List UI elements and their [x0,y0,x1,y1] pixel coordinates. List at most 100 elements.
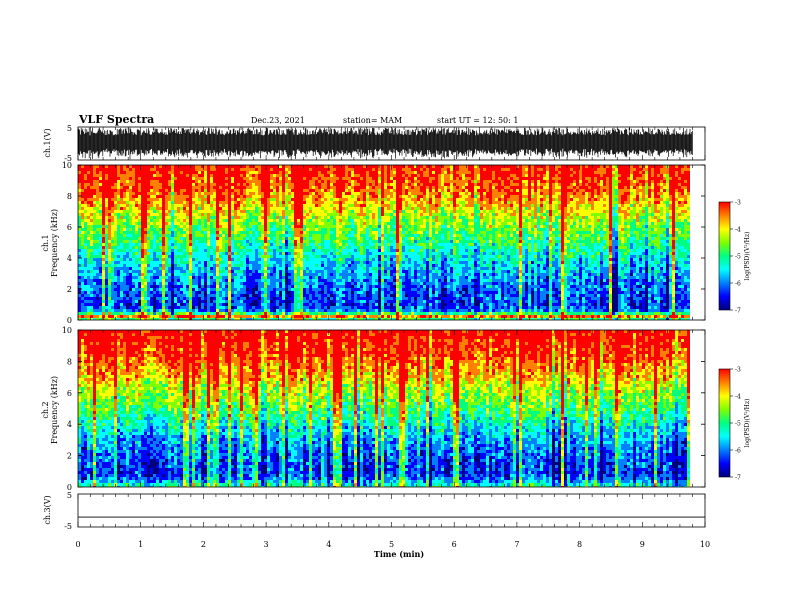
spectrogram-cell [171,237,174,240]
spectrogram-cell [276,213,279,216]
spectrogram-cell [492,177,495,180]
spectrogram-cell [426,231,429,234]
spectrogram-cell [138,180,141,183]
spectrogram-cell [669,180,672,183]
spectrogram-cell [573,195,576,198]
spectrogram-cell [195,207,198,210]
spectrogram-cell [126,192,129,195]
spectrogram-cell [453,234,456,237]
spectrogram-cell [135,228,138,231]
spectrogram-cell [504,207,507,210]
spectrogram-cell [393,192,396,195]
spectrogram-cell [150,177,153,180]
spectrogram-cell [399,165,402,168]
spectrogram-cell [258,192,261,195]
spectrogram-cell [522,183,525,186]
spectrogram-cell [330,201,333,204]
spectrogram-cell [303,186,306,189]
spectrogram-cell [570,216,573,219]
spectrogram-cell [450,186,453,189]
spectrogram-cell [459,210,462,213]
spectrogram-cell [414,213,417,216]
spectrogram-cell [303,234,306,237]
spectrogram-cell [624,204,627,207]
spectrogram-cell [195,201,198,204]
spectrogram-cell [87,177,90,180]
spectrogram-cell [192,231,195,234]
spectrogram-cell [432,222,435,225]
spectrogram-cell [537,168,540,171]
spectrogram-cell [147,168,150,171]
spectrogram-cell [291,165,294,168]
spectrogram-cell [609,180,612,183]
spectrogram-cell [165,186,168,189]
spectrogram-cell [453,210,456,213]
spectrogram-cell [189,237,192,240]
spectrogram-cell [96,192,99,195]
spectrogram-cell [375,183,378,186]
spectrogram-cell [564,204,567,207]
spectrogram-cell [657,165,660,168]
spectrogram-cell [87,183,90,186]
spectrogram-cell [627,189,630,192]
spectrogram-cell [237,231,240,234]
spectrogram-cell [144,195,147,198]
spectrogram-cell [516,219,519,222]
spectrogram-cell [465,216,468,219]
spectrogram-cell [192,204,195,207]
spectrogram-cell [204,168,207,171]
spectrogram-cell [309,192,312,195]
spectrogram-cell [483,198,486,201]
spectrogram-cell [687,219,690,222]
spectrogram-cell [630,165,633,168]
spectrogram-cell [429,168,432,171]
spectrogram-cell [453,219,456,222]
spectrogram-cell [534,207,537,210]
spectrogram-cell [429,231,432,234]
spectrogram-cell [375,213,378,216]
spectrogram-cell [114,210,117,213]
spectrogram-cell [609,165,612,168]
spectrogram-cell [411,210,414,213]
spectrogram-cell [246,228,249,231]
spectrogram-cell [210,231,213,234]
spectrogram-cell [294,216,297,219]
spectrogram-cell [651,168,654,171]
spectrogram-cell [132,189,135,192]
spectrogram-cell [189,234,192,237]
spectrogram-cell [684,219,687,222]
spectrogram-cell [423,210,426,213]
spectrogram-cell [450,222,453,225]
spectrogram-cell [129,180,132,183]
spectrogram-cell [390,171,393,174]
spectrogram-cell [516,207,519,210]
spectrogram-cell [90,210,93,213]
spectrogram-cell [252,210,255,213]
spectrogram-cell [294,174,297,177]
spectrogram-cell [348,192,351,195]
spectrogram-cell [585,228,588,231]
spectrogram-cell [507,174,510,177]
spectrogram-cell [489,210,492,213]
spectrogram-cell [255,192,258,195]
spectrogram-cell [486,165,489,168]
spectrogram-cell [660,216,663,219]
spectrogram-cell [627,165,630,168]
spectrogram-cell [435,174,438,177]
spectrogram-cell [147,207,150,210]
spectrogram-cell [288,237,291,240]
spectrogram-cell [591,195,594,198]
spectrogram-cell [135,177,138,180]
spectrogram-cell [441,171,444,174]
spectrogram-cell [570,201,573,204]
spectrogram-cell [423,225,426,228]
spectrogram-cell [540,192,543,195]
spectrogram-cell [528,228,531,231]
spectrogram-cell [255,180,258,183]
spectrogram-cell [558,186,561,189]
spectrogram-cell [438,201,441,204]
spectrogram-cell [321,207,324,210]
spectrogram-cell [237,216,240,219]
spectrogram-cell [534,174,537,177]
spectrogram-cell [333,216,336,219]
